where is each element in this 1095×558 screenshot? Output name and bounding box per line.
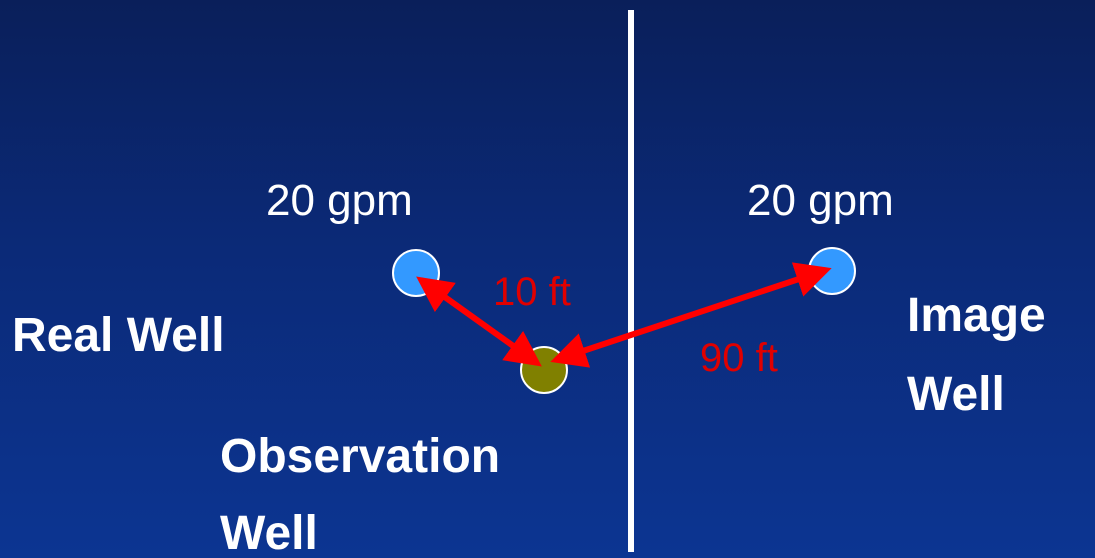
image-well-rate-label: 20 gpm	[747, 176, 894, 225]
real-distance-label: 10 ft	[493, 270, 571, 314]
observation-well-title-line1: Observation	[220, 430, 501, 483]
arrow-observation-to-image	[550, 262, 832, 368]
observation-well-title-line2: Well	[220, 507, 318, 558]
image-distance-label: 90 ft	[700, 336, 778, 380]
image-well-title-line2: Well	[907, 368, 1005, 421]
image-well-title-line1: Image	[907, 289, 1046, 342]
real-well-rate-label: 20 gpm	[266, 176, 413, 225]
arrow-real-to-observation	[416, 276, 542, 367]
real-well-title: Real Well	[12, 309, 225, 362]
